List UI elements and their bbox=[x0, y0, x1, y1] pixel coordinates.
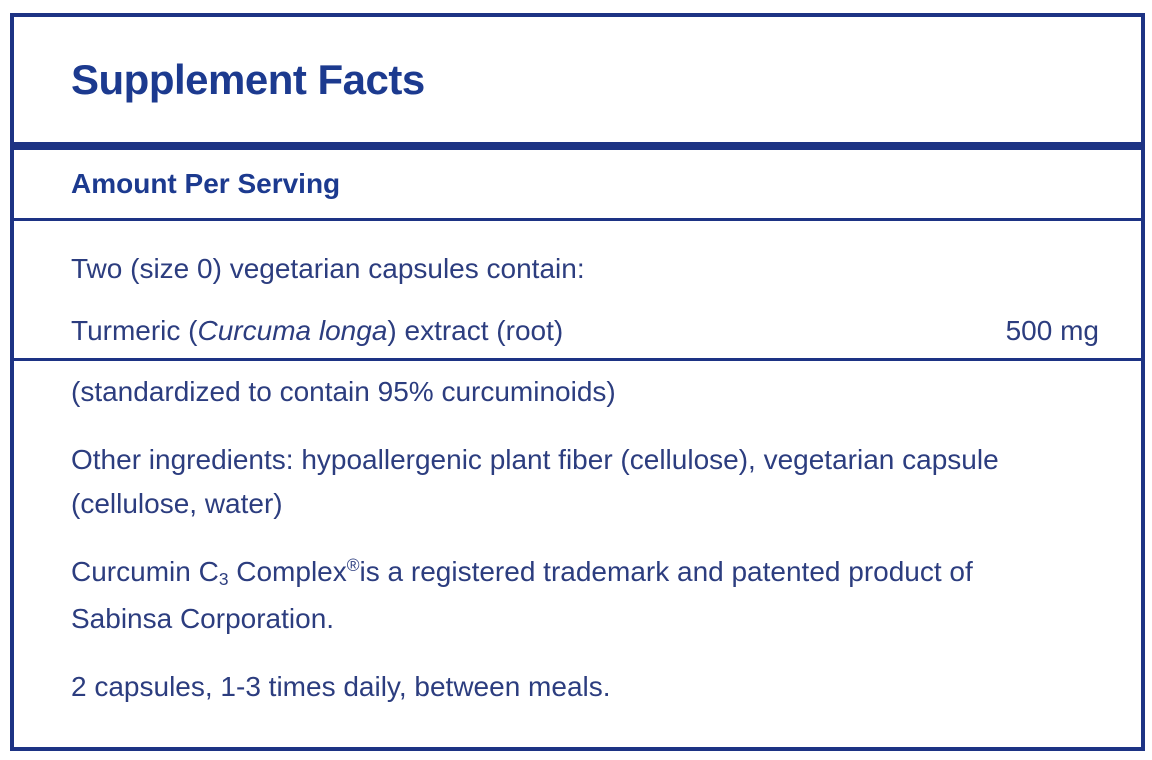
serving-header-section: Amount Per Serving bbox=[14, 150, 1141, 218]
ingredient-name-suffix: ) extract (root) bbox=[387, 315, 564, 346]
trademark-suffix-1: is a registered trademark and patented p… bbox=[359, 556, 973, 587]
botanical-name: Curcuma longa bbox=[197, 315, 388, 346]
serving-statement: Two (size 0) vegetarian capsules contain… bbox=[71, 253, 585, 284]
trademark-note: Curcumin C3 Complex®is a registered trad… bbox=[71, 550, 1099, 641]
thin-divider-upper bbox=[14, 218, 1141, 221]
other-ingredients-line-1: Other ingredients: hypoallergenic plant … bbox=[71, 444, 999, 475]
trademark-suffix-2: Sabinsa Corporation. bbox=[71, 603, 335, 634]
details-section: (standardized to contain 95% curcuminoid… bbox=[14, 361, 1141, 747]
ingredient-row: Turmeric (Curcuma longa) extract (root) … bbox=[71, 309, 1099, 353]
thick-divider bbox=[14, 142, 1141, 150]
trademark-prefix: Curcumin C bbox=[71, 556, 219, 587]
ingredient-amount: 500 mg bbox=[1005, 315, 1099, 346]
ingredient-name-prefix: Turmeric ( bbox=[71, 315, 198, 346]
standardization-note: (standardized to contain 95% curcuminoid… bbox=[71, 376, 616, 407]
thin-divider-lower bbox=[14, 358, 1141, 361]
subscript-3: 3 bbox=[218, 568, 229, 589]
serving-contents-section: Two (size 0) vegetarian capsules contain… bbox=[14, 221, 1141, 358]
registered-trademark-symbol: ® bbox=[346, 555, 360, 576]
panel-title: Supplement Facts bbox=[71, 55, 425, 103]
supplement-facts-panel: Supplement Facts Amount Per Serving Two … bbox=[10, 13, 1145, 751]
trademark-mid: Complex bbox=[228, 556, 347, 587]
title-section: Supplement Facts bbox=[14, 17, 1141, 142]
ingredient-name: Turmeric (Curcuma longa) extract (root) bbox=[71, 309, 563, 353]
other-ingredients-line-2: (cellulose, water) bbox=[71, 488, 283, 519]
trademark-line-1: Curcumin C3 Complex®is a registered trad… bbox=[71, 555, 973, 589]
other-ingredients: Other ingredients: hypoallergenic plant … bbox=[71, 438, 1099, 526]
amount-per-serving-heading: Amount Per Serving bbox=[71, 168, 341, 199]
dosage-directions: 2 capsules, 1-3 times daily, between mea… bbox=[71, 671, 611, 702]
